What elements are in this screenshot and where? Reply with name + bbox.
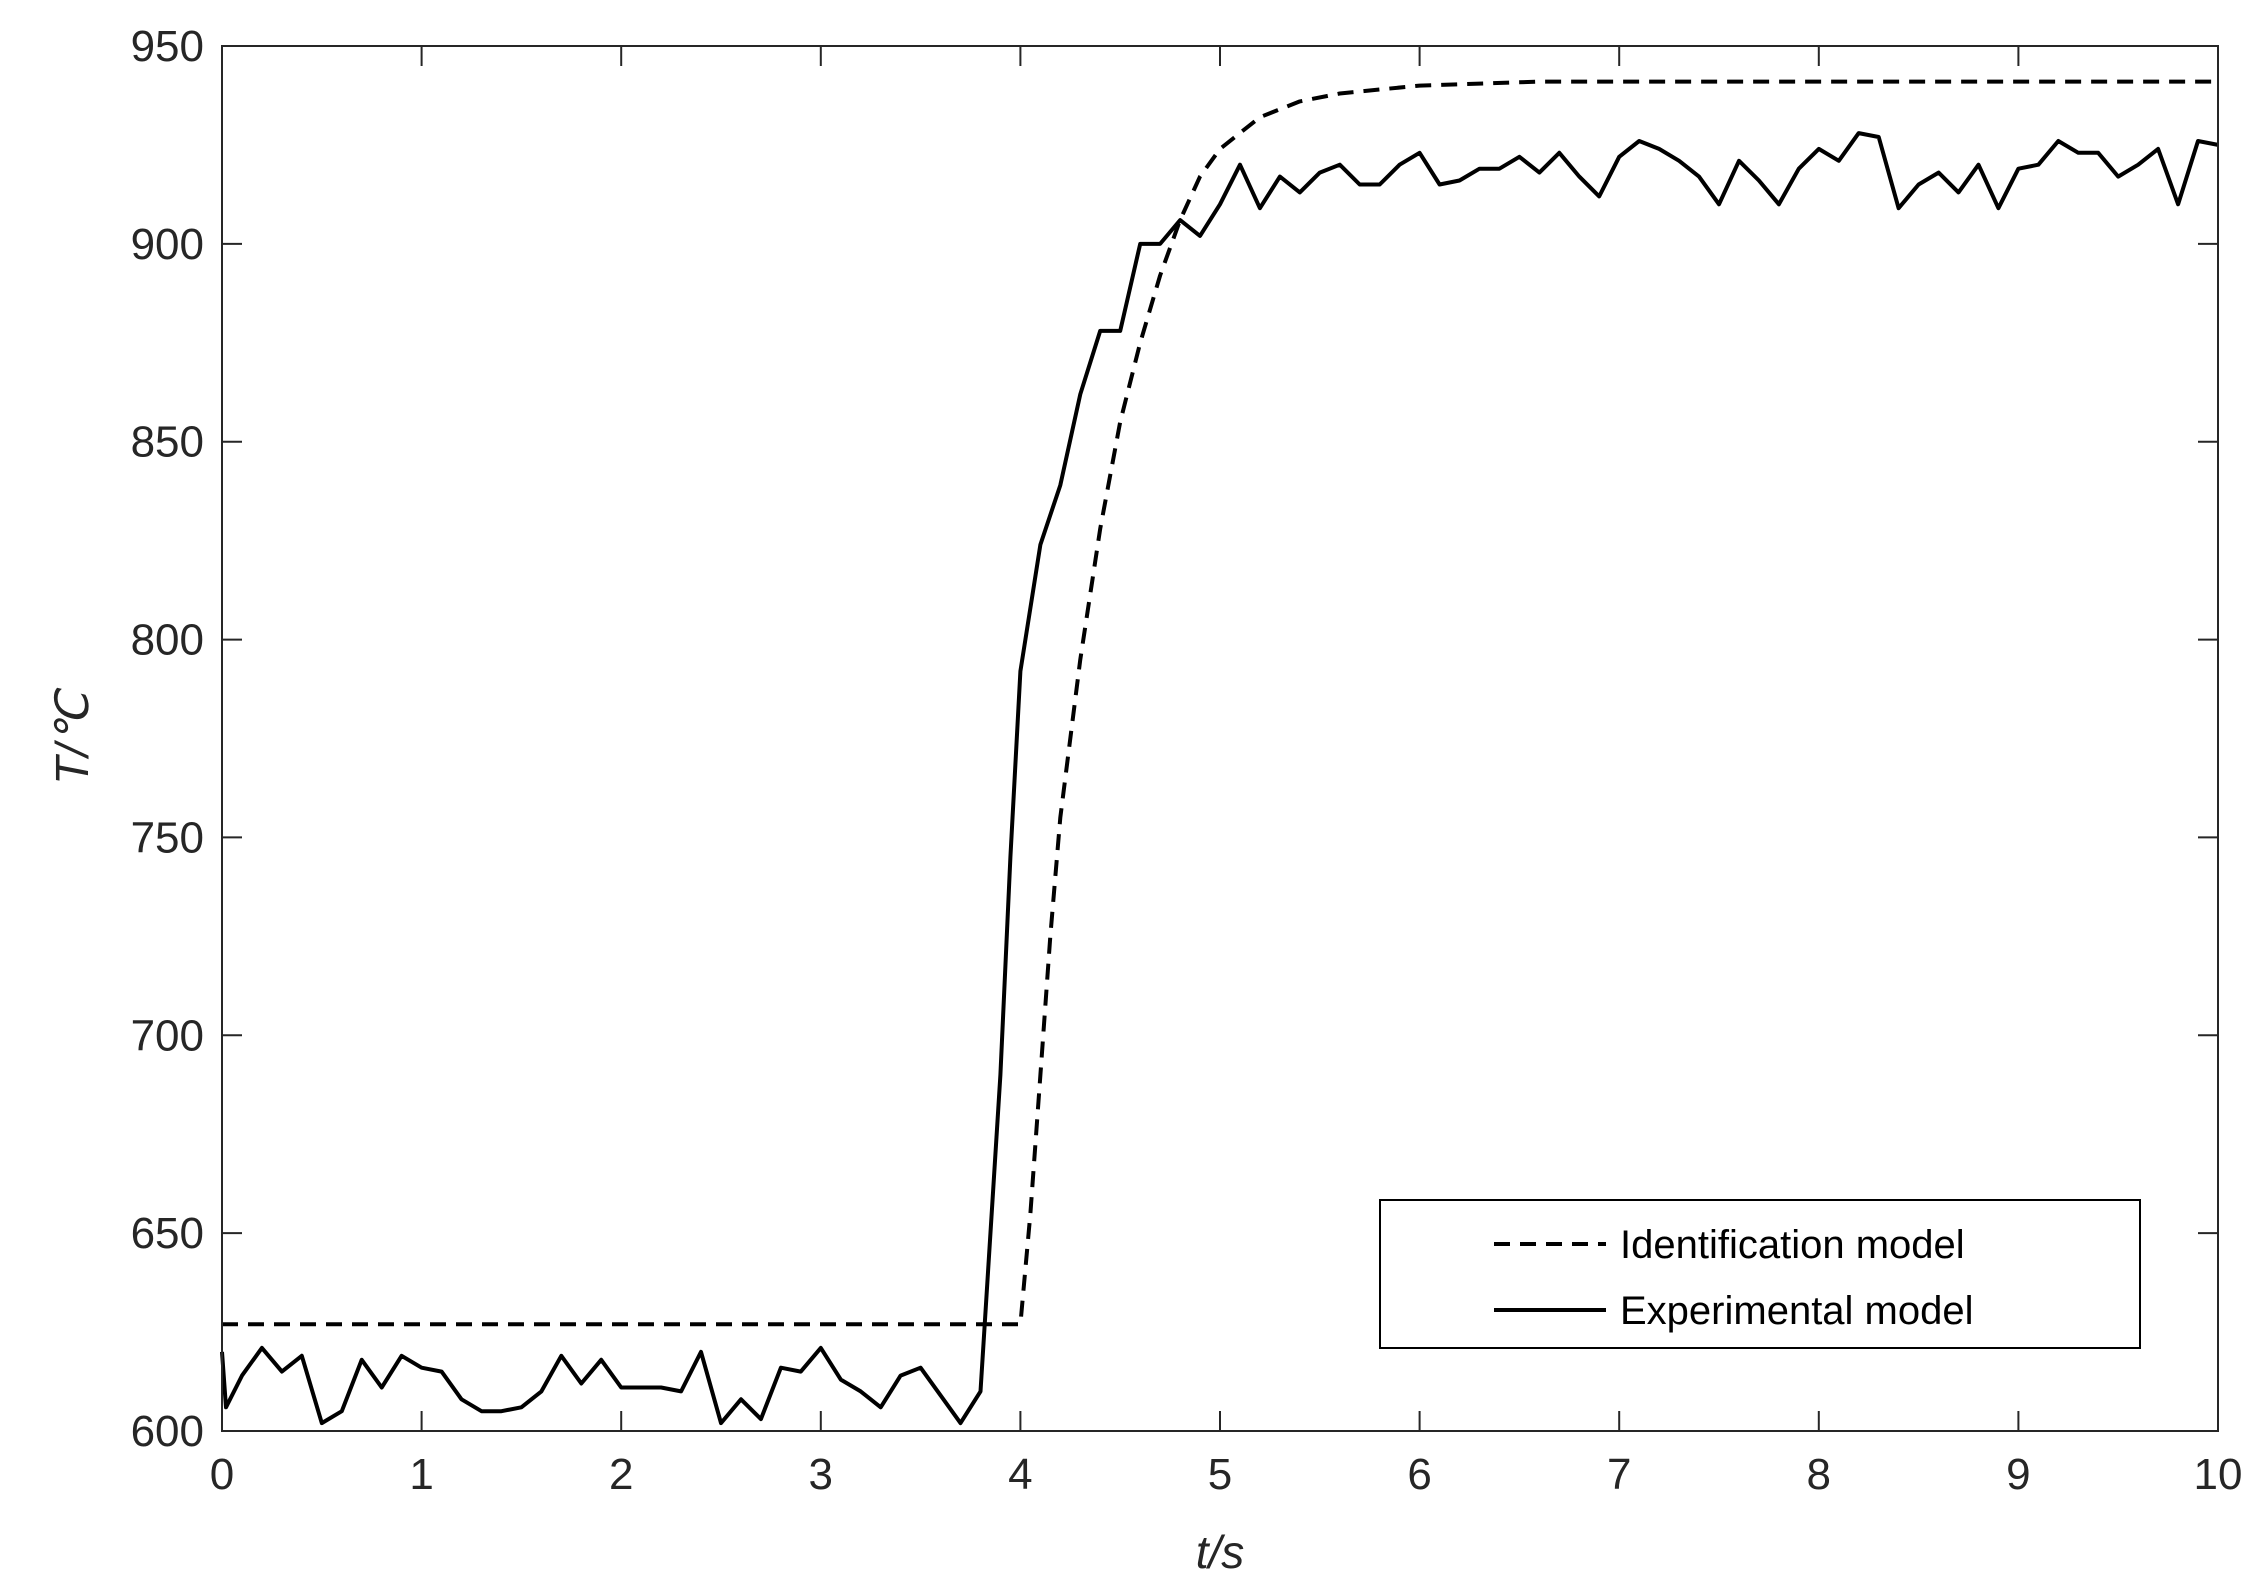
y-tick-label: 800: [131, 616, 204, 665]
x-tick-label: 1: [409, 1450, 433, 1499]
legend-box: [1379, 1199, 2141, 1349]
ticks: 0 1 2 3 4 5 6 7 8 9 10 600 650 700 750 800 850 900 950: [131, 22, 2243, 1499]
legend-label-experimental-model: Experimental model: [1620, 1289, 1974, 1333]
x-tick-label: 8: [1807, 1450, 1831, 1499]
y-tick-label: 650: [131, 1209, 204, 1258]
legend: Identification model Experimental model: [1379, 1199, 2141, 1349]
x-tick-label: 0: [210, 1450, 234, 1499]
x-tick-label: 9: [2006, 1450, 2030, 1499]
series-line-identification-model: [222, 79, 2218, 1327]
series-layer: [220, 79, 2219, 1426]
x-tick-label: 3: [809, 1450, 833, 1499]
x-tick-label: 4: [1008, 1450, 1032, 1499]
y-tick-label: 700: [131, 1011, 204, 1060]
x-tick-label: 6: [1407, 1450, 1431, 1499]
y-tick-label: 600: [131, 1407, 204, 1456]
x-axis-label: t/s: [1196, 1526, 1245, 1578]
y-tick-label: 950: [131, 22, 204, 71]
x-tick-label: 2: [609, 1450, 633, 1499]
y-axis-label: T/℃: [46, 687, 98, 785]
y-tick-label: 900: [131, 220, 204, 269]
legend-label-identification-model: Identification model: [1620, 1223, 1965, 1267]
x-tick-label: 7: [1607, 1450, 1631, 1499]
y-tick-label: 850: [131, 418, 204, 467]
x-tick-label: 10: [2194, 1450, 2243, 1499]
y-tick-label: 750: [131, 813, 204, 862]
series-line-experimental-model: [220, 131, 2219, 1426]
x-tick-label: 5: [1208, 1450, 1232, 1499]
